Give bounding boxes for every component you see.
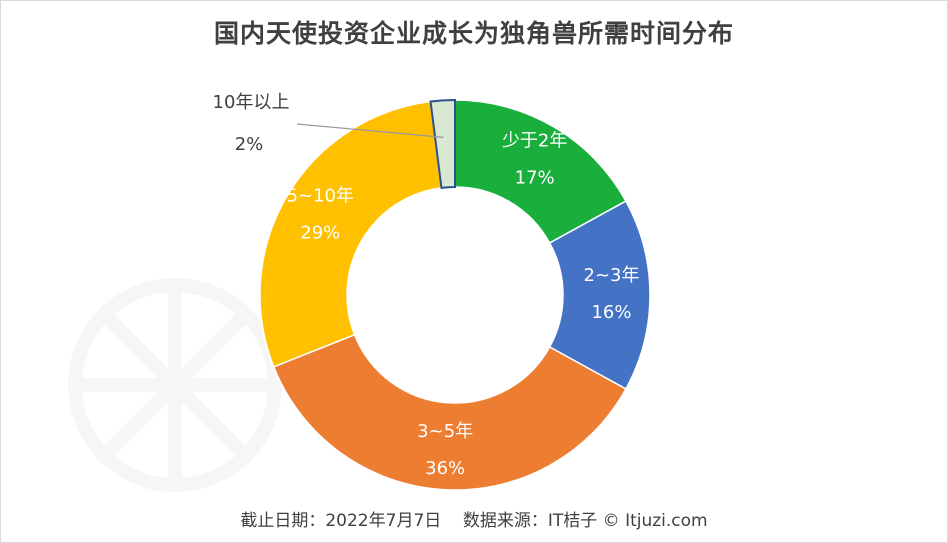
slice-5 bbox=[429, 98, 456, 189]
chart-title: 国内天使投资企业成长为独角兽所需时间分布 bbox=[213, 19, 734, 48]
footer-note: 截止日期：2022年7月7日 数据来源：IT桔子 © Itjuzi.com bbox=[240, 511, 708, 531]
slice-label-2: 2~3年 bbox=[584, 265, 640, 286]
slice-label-1: 少于2年 bbox=[502, 130, 567, 151]
slice-value-3: 36% bbox=[425, 458, 465, 479]
slice-value-1: 17% bbox=[515, 167, 555, 188]
watermark-logo bbox=[68, 278, 282, 492]
slice-label-4: 5~10年 bbox=[287, 185, 354, 206]
slice-label-5: 10年以上 bbox=[213, 92, 290, 113]
slice-value-4: 29% bbox=[300, 222, 340, 243]
donut-slices bbox=[259, 98, 651, 491]
leader-line bbox=[296, 123, 444, 138]
slice-value-5: 2% bbox=[235, 134, 264, 155]
slice-3 bbox=[272, 333, 627, 491]
slice-label-3: 3~5年 bbox=[417, 421, 473, 442]
slice-4 bbox=[259, 100, 443, 368]
slice-value-2: 16% bbox=[591, 302, 631, 323]
slice-labels: 少于2年 17% 2~3年 16% 3~5年 36% 5~10年 29% 10年以上 2% bbox=[213, 92, 640, 479]
